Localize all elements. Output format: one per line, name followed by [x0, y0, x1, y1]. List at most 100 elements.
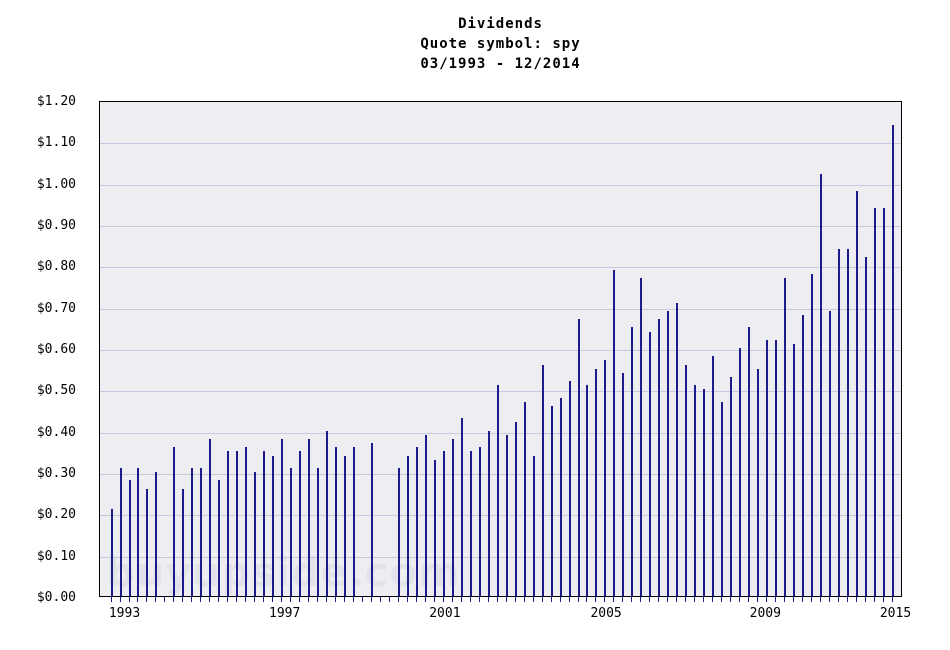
x-axis-tick [272, 597, 274, 602]
x-axis-tick [137, 597, 139, 602]
dividend-bar [568, 381, 571, 596]
dividend-bar [433, 459, 436, 596]
dividend-bar [415, 447, 418, 596]
x-axis-tick [837, 597, 839, 602]
x-axis-tick [559, 597, 561, 602]
x-axis-tick [819, 597, 821, 602]
dividend-bar [505, 434, 508, 596]
y-axis-tick-label: $0.30 [36, 466, 76, 481]
dividend-bar [819, 174, 822, 596]
x-axis-tick [451, 597, 453, 602]
x-axis-tick [254, 597, 256, 602]
x-axis-tick-label: 2015 [879, 606, 912, 621]
x-axis-tick [802, 597, 803, 602]
dividend-bar [784, 277, 786, 596]
x-axis-tick [891, 597, 893, 602]
x-axis-tick [424, 597, 426, 602]
dividend-bar [191, 467, 194, 596]
x-axis-tick [595, 597, 597, 602]
y-axis-tick-label: $0.80 [36, 259, 76, 275]
x-axis-tick [882, 597, 884, 602]
x-axis-tick [550, 597, 552, 602]
dividend-bar [748, 327, 751, 596]
dividend-bar [460, 418, 463, 596]
dividend-bar [685, 364, 688, 596]
dividend-bar [227, 451, 230, 596]
x-axis-tick [775, 597, 776, 602]
dividend-bar [640, 277, 643, 596]
plot-wrapper: buyupside.com [99, 101, 902, 602]
dividend-bar [218, 480, 221, 596]
gridline [100, 267, 901, 269]
x-axis-tick [730, 597, 732, 602]
dividend-bar [209, 438, 212, 596]
x-axis-tick [739, 597, 741, 602]
dividend-bar [523, 401, 526, 596]
x-axis-tick [828, 597, 830, 602]
dividend-bar [335, 447, 337, 596]
x-axis-tick-label: 2005 [590, 606, 622, 621]
x-axis-tick [757, 597, 759, 602]
x-axis-tick-label: 2009 [749, 606, 781, 621]
x-axis-tick [299, 597, 301, 602]
x-axis-tick [505, 597, 507, 602]
dividend-bar [775, 339, 777, 596]
dividend-bar [263, 451, 266, 596]
x-axis-tick [110, 597, 112, 602]
x-axis-tick [712, 597, 714, 602]
x-axis-tick [218, 597, 220, 602]
dividend-bar [595, 368, 598, 596]
dividend-bar [290, 467, 293, 596]
x-axis-tick [855, 597, 857, 602]
dividend-bar [730, 376, 733, 596]
chart-title-line1: Dividends [458, 16, 543, 32]
y-axis-tick-label: $0.10 [36, 548, 76, 564]
x-axis-tick [146, 597, 148, 602]
dividend-bar [236, 451, 239, 596]
x-axis-tick [119, 597, 121, 602]
dividend-bar [810, 273, 813, 596]
dividend-bar [496, 385, 499, 596]
gridline [100, 432, 901, 434]
dividend-bar [622, 372, 625, 596]
gridline [100, 308, 901, 310]
dividend-bar [532, 455, 535, 596]
dividend-bar [604, 360, 607, 596]
x-axis-tick [766, 597, 767, 602]
dividend-bar [469, 451, 472, 596]
x-axis-tick [379, 597, 381, 602]
x-axis-tick [209, 597, 211, 602]
x-axis-tick [631, 597, 633, 602]
x-axis-tick-label: 1993 [108, 606, 141, 621]
x-axis-tick [586, 597, 588, 602]
x-axis-tick [846, 597, 848, 602]
x-axis-tick [290, 597, 292, 602]
gridline [100, 391, 901, 393]
x-axis-tick [541, 597, 543, 602]
x-axis-tick [397, 597, 399, 602]
dividend-bar [891, 124, 894, 596]
x-axis-tick [469, 597, 471, 602]
dividend-bar [272, 455, 275, 596]
y-axis-tick-label: $0.40 [36, 424, 76, 440]
dividend-bar [182, 488, 185, 596]
dividend-bar [281, 438, 284, 596]
x-axis-tick [308, 597, 310, 602]
dividend-bar [837, 248, 840, 596]
x-axis-tick [568, 597, 570, 602]
x-axis-tick [442, 597, 444, 602]
dividend-bar [864, 257, 867, 596]
y-axis-tick-label: $0.60 [36, 342, 76, 357]
dividend-bar [828, 310, 831, 596]
y-axis-tick-label: $1.00 [36, 176, 76, 192]
dividend-bar [514, 422, 517, 596]
dividend-bar [137, 467, 140, 596]
dividend-bar [317, 467, 319, 596]
x-axis-tick [873, 597, 875, 602]
x-axis-tick [263, 597, 265, 602]
gridline [100, 143, 901, 145]
y-axis-tick-label: $0.00 [36, 590, 76, 605]
y-axis-tick-label: $1.10 [36, 135, 76, 151]
dividend-bar [739, 348, 742, 596]
